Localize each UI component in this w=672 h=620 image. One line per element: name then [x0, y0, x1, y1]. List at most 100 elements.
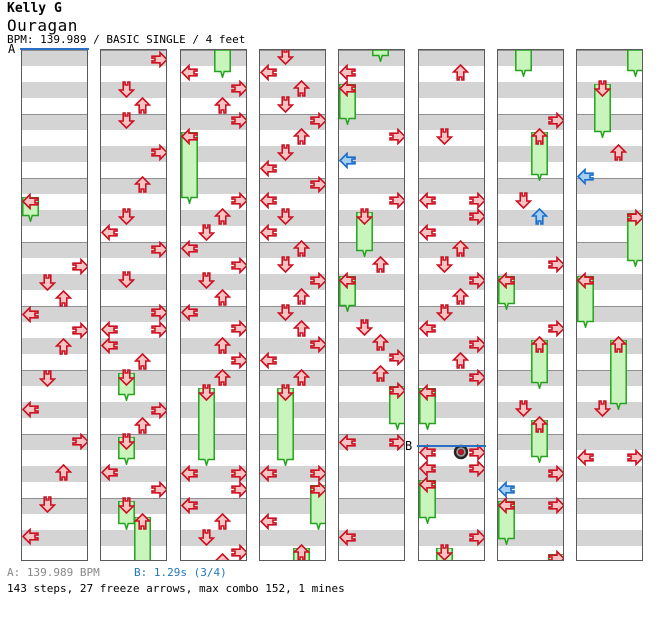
right-arrow-icon	[231, 111, 246, 129]
right-arrow-icon	[231, 480, 246, 498]
up-arrow-icon	[134, 512, 152, 530]
up-arrow-icon	[372, 333, 390, 351]
down-arrow-icon	[593, 79, 611, 97]
up-arrow-icon	[531, 415, 549, 433]
bpm-difficulty-info: BPM: 139.989 / BASIC SINGLE / 4 feet	[7, 33, 246, 46]
left-arrow-icon	[260, 223, 277, 241]
down-arrow-icon	[355, 207, 373, 225]
chart-column-7	[497, 49, 564, 561]
chart-column-1	[21, 49, 88, 561]
left-arrow-icon	[260, 351, 277, 369]
freeze-body	[610, 340, 628, 410]
up-arrow-icon	[214, 368, 232, 386]
freeze-body	[389, 386, 404, 430]
right-arrow-icon	[469, 271, 484, 289]
up-arrow-icon	[452, 351, 470, 369]
up-arrow-icon	[214, 512, 232, 530]
right-arrow-icon	[469, 335, 484, 353]
down-arrow-icon	[117, 80, 135, 98]
left-arrow-icon	[260, 191, 277, 209]
freeze-body	[276, 388, 294, 466]
left-arrow-icon	[22, 527, 39, 545]
left-arrow-icon	[181, 239, 198, 257]
right-arrow-icon	[469, 459, 484, 477]
down-arrow-icon	[38, 495, 56, 513]
left-arrow-icon	[577, 167, 594, 185]
freeze-body	[372, 50, 390, 62]
right-arrow-icon	[231, 191, 246, 209]
up-arrow-icon	[134, 96, 152, 114]
up-arrow-icon	[214, 96, 232, 114]
down-arrow-icon	[117, 432, 135, 450]
right-arrow-icon	[72, 257, 87, 275]
left-arrow-icon	[260, 159, 277, 177]
down-arrow-icon	[276, 303, 294, 321]
chart-column-8	[576, 49, 643, 561]
marker-b-line	[417, 445, 486, 447]
left-arrow-icon	[339, 528, 356, 546]
right-arrow-icon	[72, 432, 87, 450]
down-arrow-icon	[514, 399, 532, 417]
right-arrow-icon	[389, 433, 404, 451]
left-arrow-icon	[498, 271, 515, 289]
marker-a-label: A	[8, 42, 16, 56]
left-arrow-icon	[101, 320, 118, 338]
up-arrow-icon	[293, 79, 311, 97]
left-arrow-icon	[498, 480, 515, 498]
left-arrow-icon	[260, 63, 277, 81]
right-arrow-icon	[548, 255, 563, 273]
left-arrow-icon	[101, 223, 118, 241]
down-arrow-icon	[197, 383, 215, 401]
right-arrow-icon	[389, 127, 404, 145]
up-arrow-icon	[452, 287, 470, 305]
up-arrow-icon	[610, 335, 628, 353]
freeze-body	[310, 485, 325, 530]
right-arrow-icon	[627, 448, 642, 466]
left-arrow-icon	[419, 319, 436, 337]
left-arrow-icon	[498, 496, 515, 514]
chart-column-6	[418, 49, 485, 561]
left-arrow-icon	[577, 271, 594, 289]
marker-a-line	[20, 48, 89, 50]
up-arrow-icon	[531, 127, 549, 145]
down-arrow-icon	[117, 496, 135, 514]
marker-a-legend: A: 139.989 BPM	[7, 566, 100, 579]
mine-icon	[453, 444, 469, 460]
right-arrow-icon	[72, 321, 87, 339]
right-arrow-icon	[389, 191, 404, 209]
up-arrow-icon	[293, 127, 311, 145]
freeze-body	[197, 388, 215, 466]
up-arrow-icon	[55, 337, 73, 355]
down-arrow-icon	[276, 50, 294, 65]
down-arrow-icon	[197, 528, 215, 546]
down-arrow-icon	[435, 543, 453, 560]
freeze-body	[181, 132, 198, 204]
down-arrow-icon	[593, 399, 611, 417]
down-arrow-icon	[276, 95, 294, 113]
song-title: Ouragan	[7, 16, 78, 35]
up-arrow-icon	[531, 335, 549, 353]
up-arrow-icon	[134, 352, 152, 370]
right-arrow-icon	[231, 543, 246, 560]
left-arrow-icon	[419, 191, 436, 209]
left-arrow-icon	[22, 305, 39, 323]
right-arrow-icon	[310, 464, 325, 482]
left-arrow-icon	[339, 151, 356, 169]
down-arrow-icon	[435, 255, 453, 273]
right-arrow-icon	[151, 303, 166, 321]
up-arrow-icon	[55, 289, 73, 307]
up-arrow-icon	[293, 319, 311, 337]
right-arrow-icon	[548, 549, 563, 560]
right-arrow-icon	[231, 256, 246, 274]
right-arrow-icon	[151, 320, 166, 338]
marker-b-legend: B: 1.29s (3/4)	[134, 566, 227, 579]
right-arrow-icon	[627, 208, 642, 226]
left-arrow-icon	[181, 303, 198, 321]
right-arrow-icon	[469, 368, 484, 386]
left-arrow-icon	[419, 383, 436, 401]
down-arrow-icon	[38, 273, 56, 291]
freeze-body	[627, 213, 642, 267]
left-arrow-icon	[260, 512, 277, 530]
right-arrow-icon	[548, 496, 563, 514]
